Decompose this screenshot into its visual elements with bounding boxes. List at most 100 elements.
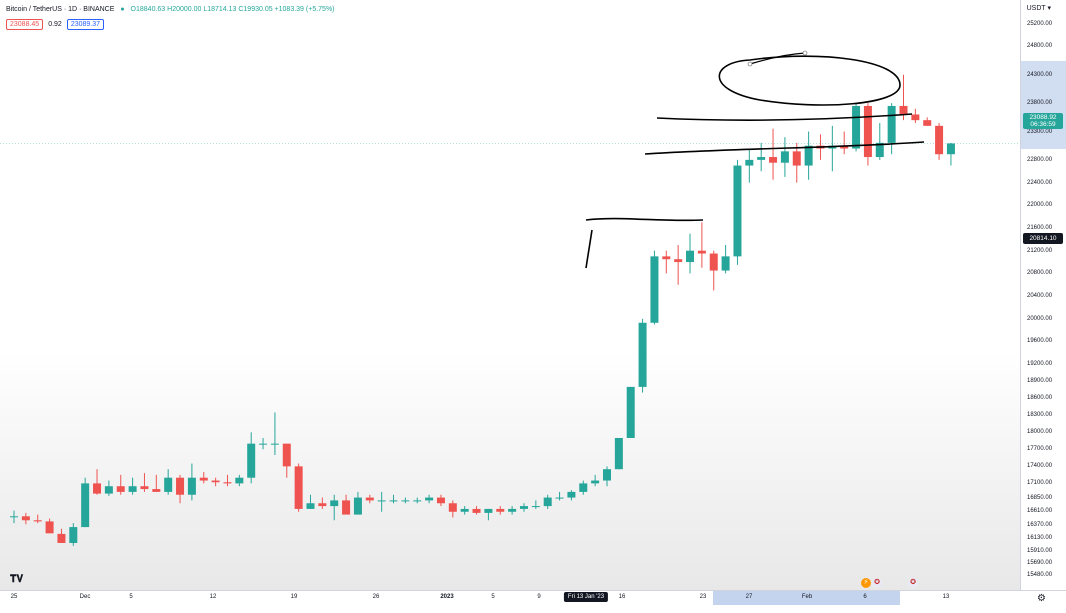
price-axis-label: 15690.00 xyxy=(1027,560,1053,567)
price-axis-label: 22000.00 xyxy=(1027,202,1053,209)
sell-button[interactable]: 23088.45 xyxy=(6,19,44,30)
candle-body xyxy=(614,437,623,470)
countdown-timer: 06:36:59 xyxy=(1030,121,1056,128)
candlestick-chart[interactable] xyxy=(0,0,1020,590)
price-axis-label: 18900.00 xyxy=(1027,378,1053,385)
time-axis-label: 6 xyxy=(863,594,867,600)
price-axis-label: 16610.00 xyxy=(1027,508,1053,515)
time-axis-label: 9 xyxy=(537,594,541,600)
candle-body xyxy=(519,506,528,509)
price-axis-label: 18000.00 xyxy=(1027,429,1053,436)
candle-body xyxy=(342,500,351,515)
last-price-value: 23088.92 xyxy=(1029,114,1057,121)
candle-body xyxy=(460,508,469,512)
price-axis-label: 24300.00 xyxy=(1027,71,1053,78)
candle-body xyxy=(508,508,517,512)
candle-body xyxy=(792,151,801,166)
candle-body xyxy=(603,469,611,481)
candle-body xyxy=(935,125,944,155)
candle-body xyxy=(152,489,161,492)
drawing-anchor-point xyxy=(747,61,753,67)
candle-body xyxy=(365,497,374,501)
date-range-highlight xyxy=(713,591,900,605)
us-flag-icon[interactable]: ✪ xyxy=(872,578,882,588)
quote-panel: 23088.45 0.92 23089.37 xyxy=(6,19,105,30)
drawing-trendline-mid xyxy=(585,217,704,222)
candle-body xyxy=(662,256,671,260)
candle-body xyxy=(211,480,220,483)
time-axis-label: 5 xyxy=(491,594,495,600)
drawing-curve xyxy=(585,229,593,269)
candle-body xyxy=(330,500,339,507)
us-flag-icon[interactable]: ✪ xyxy=(908,578,918,588)
candle-body xyxy=(484,508,493,513)
candle-body xyxy=(626,386,635,438)
candle-body xyxy=(946,143,955,155)
time-axis-label: 26 xyxy=(372,594,380,600)
candle-body xyxy=(733,165,742,257)
candle-body xyxy=(472,508,481,513)
candle-body xyxy=(887,105,896,143)
buy-button[interactable]: 23089.37 xyxy=(66,19,105,30)
price-range-highlight xyxy=(1021,60,1066,149)
tradingview-logo-icon[interactable]: 𝐓𝐕 xyxy=(10,574,24,585)
price-axis-label: 16850.00 xyxy=(1027,494,1053,501)
candle-body xyxy=(579,483,588,492)
price-axis-label: 20000.00 xyxy=(1027,315,1053,322)
crosshair-date-label: Fri 13 Jan '23 xyxy=(563,592,609,602)
candle-body xyxy=(757,157,766,160)
candle-body xyxy=(57,533,66,543)
candle-body xyxy=(294,466,303,509)
price-axis-label: 15480.00 xyxy=(1027,572,1053,579)
currency-selector[interactable]: USDT ▾ xyxy=(1026,5,1051,12)
candle-body xyxy=(425,497,434,501)
candle-body xyxy=(899,105,908,115)
price-axis-label: 16370.00 xyxy=(1027,521,1053,528)
time-axis-label: 19 xyxy=(290,594,298,600)
candle-body xyxy=(259,443,268,445)
candle-body xyxy=(21,516,30,521)
candle-body xyxy=(104,486,113,494)
price-axis-label: 16130.00 xyxy=(1027,535,1053,542)
price-axis[interactable]: USDT ▾ 23088.92 06:36:59 20814.10 25200.… xyxy=(1020,0,1066,590)
time-axis-label: 27 xyxy=(745,594,753,600)
candle-body xyxy=(93,483,102,494)
chart-area[interactable] xyxy=(0,0,1020,590)
time-axis-label: 13 xyxy=(942,594,950,600)
candle-body xyxy=(401,500,410,502)
drawing-handle-line xyxy=(749,52,806,65)
candle-body xyxy=(531,506,540,508)
time-axis-label: 2023 xyxy=(440,594,454,600)
candle-body xyxy=(745,159,754,166)
time-axis[interactable]: Fri 13 Jan '23 25 Dec 5 12 19 26 2023 5 9 16 23 27 F… xyxy=(0,590,1066,613)
price-axis-label: 21200.00 xyxy=(1027,247,1053,254)
candle-body xyxy=(591,480,600,484)
symbol-title[interactable]: Bitcoin / TetherUS · 1D · BINANCE xyxy=(6,6,115,13)
ohlc-values: O18840.63 H20000.00 L18714.13 C19930.05 … xyxy=(130,6,335,13)
price-axis-label: 15910.00 xyxy=(1027,547,1053,554)
candle-body xyxy=(318,503,327,507)
candle-body xyxy=(709,253,718,271)
candle-body xyxy=(721,256,730,271)
candle-body xyxy=(674,259,683,263)
candle-body xyxy=(10,516,18,518)
candle-body xyxy=(235,477,244,484)
time-axis-label: 16 xyxy=(618,594,626,600)
price-axis-label: 20800.00 xyxy=(1027,270,1053,277)
spread-value: 0.92 xyxy=(48,21,62,28)
price-axis-label: 18300.00 xyxy=(1027,412,1053,419)
candle-body xyxy=(650,256,659,323)
price-axis-label: 23300.00 xyxy=(1027,128,1053,135)
gear-icon[interactable]: ⚙ xyxy=(1037,593,1046,604)
candle-body xyxy=(567,491,576,498)
candle-body xyxy=(543,497,552,507)
price-axis-label: 17700.00 xyxy=(1027,446,1053,453)
price-axis-label: 24800.00 xyxy=(1027,43,1053,50)
price-axis-label: 23800.00 xyxy=(1027,100,1053,107)
candle-body xyxy=(911,114,920,121)
candle-body xyxy=(353,497,362,515)
earnings-icon[interactable]: ⚡ xyxy=(861,578,871,588)
time-axis-label: 23 xyxy=(699,594,707,600)
candle-body xyxy=(223,482,232,484)
price-axis-label: 19600.00 xyxy=(1027,338,1053,345)
